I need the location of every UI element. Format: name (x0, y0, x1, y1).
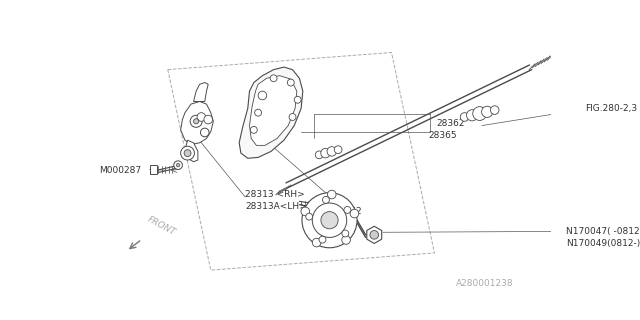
Circle shape (184, 150, 191, 156)
Circle shape (316, 151, 323, 159)
Circle shape (490, 106, 499, 115)
Circle shape (258, 91, 267, 100)
Circle shape (344, 206, 351, 213)
Text: 28365: 28365 (428, 131, 457, 140)
Circle shape (287, 79, 294, 86)
Circle shape (174, 161, 182, 170)
Text: M000287: M000287 (99, 166, 141, 175)
Polygon shape (193, 83, 208, 101)
Text: FIG.280-2,3: FIG.280-2,3 (585, 104, 637, 113)
Polygon shape (239, 67, 303, 158)
Circle shape (289, 114, 296, 120)
Circle shape (197, 113, 205, 121)
Polygon shape (185, 140, 198, 162)
Polygon shape (180, 101, 213, 145)
Text: 28313A<LH>: 28313A<LH> (245, 202, 307, 211)
Circle shape (193, 119, 199, 124)
Circle shape (342, 230, 349, 237)
Circle shape (334, 146, 342, 154)
Circle shape (302, 193, 357, 248)
Circle shape (321, 148, 330, 158)
Circle shape (370, 230, 378, 239)
Circle shape (294, 96, 301, 103)
Circle shape (460, 113, 469, 121)
Circle shape (255, 109, 262, 116)
Circle shape (319, 236, 326, 243)
Polygon shape (250, 76, 297, 145)
Circle shape (177, 164, 180, 167)
Text: 28362: 28362 (436, 118, 465, 127)
Polygon shape (150, 165, 157, 174)
Circle shape (312, 238, 321, 247)
Circle shape (467, 110, 477, 121)
Circle shape (350, 209, 359, 218)
Polygon shape (367, 226, 381, 244)
Circle shape (321, 212, 338, 229)
Circle shape (342, 236, 351, 244)
Circle shape (323, 196, 330, 203)
Circle shape (190, 115, 202, 127)
Circle shape (312, 203, 347, 237)
Circle shape (180, 146, 195, 160)
Text: FRONT: FRONT (145, 215, 177, 237)
Circle shape (481, 106, 493, 117)
Text: FIG.262: FIG.262 (327, 207, 362, 216)
Circle shape (328, 190, 336, 199)
Text: N170047( -0812): N170047( -0812) (566, 227, 640, 236)
Circle shape (200, 128, 209, 137)
Circle shape (301, 207, 310, 216)
Text: A280001238: A280001238 (456, 278, 514, 288)
Circle shape (204, 115, 212, 124)
Circle shape (327, 147, 337, 156)
Text: N170049(0812-): N170049(0812-) (566, 239, 640, 248)
Circle shape (270, 75, 277, 82)
Circle shape (250, 126, 257, 133)
Circle shape (473, 107, 486, 120)
Text: 28313 <RH>: 28313 <RH> (245, 190, 305, 199)
Circle shape (306, 213, 312, 220)
